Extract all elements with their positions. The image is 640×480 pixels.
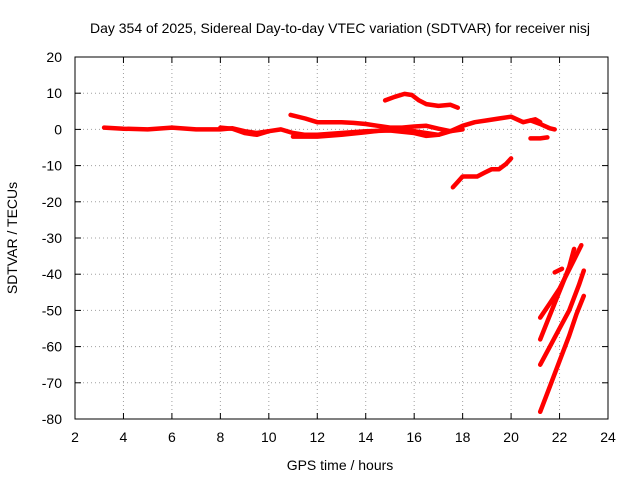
y-tick-label: -70 bbox=[42, 375, 62, 391]
series-short-segment bbox=[528, 135, 550, 141]
x-tick-label: 22 bbox=[552, 429, 568, 445]
y-tick-label: -30 bbox=[42, 230, 62, 246]
y-tick-label: -10 bbox=[42, 158, 62, 174]
series-main-track-b bbox=[218, 125, 272, 138]
data-series bbox=[101, 91, 587, 415]
y-tick-label: 0 bbox=[54, 121, 62, 137]
x-tick-label: 6 bbox=[168, 429, 176, 445]
series-descent-1 bbox=[537, 242, 584, 320]
series-descent-4 bbox=[537, 293, 587, 415]
x-tick-label: 8 bbox=[216, 429, 224, 445]
x-tick-label: 20 bbox=[503, 429, 519, 445]
y-tick-label: 20 bbox=[46, 49, 62, 65]
x-tick-label: 18 bbox=[455, 429, 471, 445]
series-main-track-a bbox=[101, 114, 543, 139]
grid-lines bbox=[75, 57, 608, 419]
y-tick-label: -80 bbox=[42, 411, 62, 427]
series-negative-arc bbox=[450, 156, 514, 190]
plot-frame bbox=[74, 56, 609, 420]
x-tick-label: 4 bbox=[120, 429, 128, 445]
x-tick-label: 10 bbox=[261, 429, 277, 445]
x-tick-label: 24 bbox=[600, 429, 616, 445]
y-tick-label: -50 bbox=[42, 302, 62, 318]
y-tick-label: 10 bbox=[46, 85, 62, 101]
series-descent-5 bbox=[552, 266, 565, 275]
y-tick-label: -60 bbox=[42, 339, 62, 355]
axis-ticks: 2 4 6 8 10 12 14 16 18 20 22 2420100-10-20-30-40-50… bbox=[42, 49, 616, 445]
series-late-tail bbox=[528, 118, 557, 132]
series-upper-hump bbox=[382, 91, 461, 110]
x-tick-label: 12 bbox=[309, 429, 325, 445]
series-descent-2 bbox=[537, 246, 577, 342]
series-lower-middle-track bbox=[290, 127, 441, 139]
series-descent-3 bbox=[537, 268, 587, 367]
x-tick-label: 2 bbox=[71, 429, 79, 445]
x-tick-label: 16 bbox=[406, 429, 422, 445]
x-axis-label: GPS time / hours bbox=[287, 457, 394, 473]
x-tick-label: 14 bbox=[358, 429, 374, 445]
y-axis-label: SDTVAR / TECUs bbox=[4, 182, 20, 294]
y-tick-label: -20 bbox=[42, 194, 62, 210]
y-tick-label: -40 bbox=[42, 266, 62, 282]
series-upper-middle-track bbox=[288, 112, 465, 134]
chart-title: Day 354 of 2025, Sidereal Day-to-day VTE… bbox=[90, 20, 590, 36]
